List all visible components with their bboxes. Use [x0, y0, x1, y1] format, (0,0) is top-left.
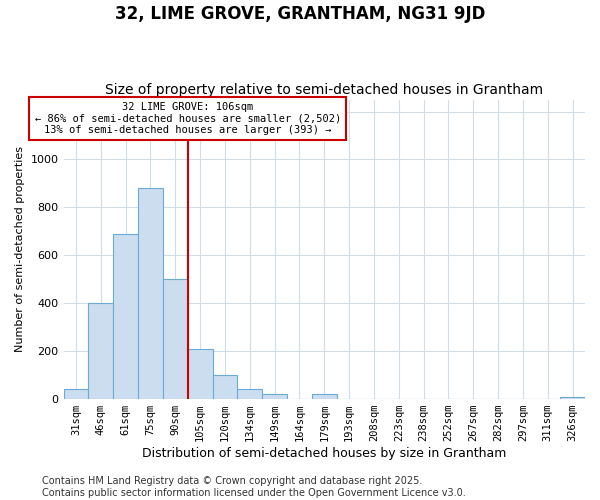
Bar — [560, 396, 585, 399]
Bar — [188, 349, 212, 399]
Bar — [262, 394, 287, 399]
X-axis label: Distribution of semi-detached houses by size in Grantham: Distribution of semi-detached houses by … — [142, 447, 506, 460]
Bar — [212, 375, 238, 399]
Bar — [88, 303, 113, 399]
Bar — [163, 280, 188, 399]
Title: Size of property relative to semi-detached houses in Grantham: Size of property relative to semi-detach… — [105, 83, 544, 97]
Text: Contains HM Land Registry data © Crown copyright and database right 2025.
Contai: Contains HM Land Registry data © Crown c… — [42, 476, 466, 498]
Text: 32, LIME GROVE, GRANTHAM, NG31 9JD: 32, LIME GROVE, GRANTHAM, NG31 9JD — [115, 5, 485, 23]
Text: 32 LIME GROVE: 106sqm
← 86% of semi-detached houses are smaller (2,502)
13% of s: 32 LIME GROVE: 106sqm ← 86% of semi-deta… — [35, 102, 341, 135]
Bar — [138, 188, 163, 399]
Bar — [312, 394, 337, 399]
Y-axis label: Number of semi-detached properties: Number of semi-detached properties — [15, 146, 25, 352]
Bar — [238, 390, 262, 399]
Bar — [113, 234, 138, 399]
Bar — [64, 390, 88, 399]
